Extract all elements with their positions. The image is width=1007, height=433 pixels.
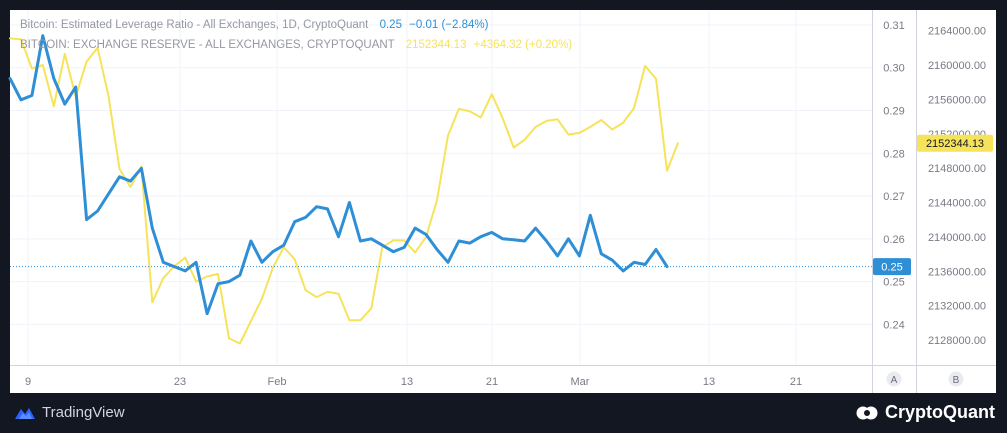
svg-text:B: B (953, 375, 960, 386)
leverage-tick-label: 0.27 (883, 191, 904, 203)
reserve-tick-label: 2148000.00 (928, 163, 986, 175)
cryptoquant-icon (856, 406, 878, 419)
time-tick-label: 21 (790, 376, 802, 388)
legend-reserve[interactable]: BITCOIN: EXCHANGE RESERVE - ALL EXCHANGE… (20, 39, 572, 51)
legend-leverage[interactable]: Bitcoin: Estimated Leverage Ratio - All … (20, 19, 488, 31)
reserve-tick-label: 2140000.00 (928, 232, 986, 244)
grid-lines (10, 10, 872, 365)
time-axis-panel[interactable] (10, 366, 872, 393)
leverage-tick-label: 0.25 (883, 277, 904, 289)
legend-reserve-change: +4364.32 (+0.20%) (473, 39, 573, 51)
time-tick-labels: 9 23 Feb 13 21 Mar 13 21 (25, 376, 802, 388)
footer-bar: TradingView CryptoQuant (0, 394, 1007, 433)
leverage-series-line (8, 34, 669, 316)
time-tick-label: 9 (25, 376, 31, 388)
time-tick-label: Feb (268, 376, 287, 388)
cryptoquant-logo[interactable]: CryptoQuant (855, 402, 995, 423)
leverage-tick-label: 0.29 (883, 106, 904, 118)
legend-leverage-title: Bitcoin: Estimated Leverage Ratio - All … (20, 19, 369, 31)
series-layer (8, 34, 679, 345)
legend-leverage-value: 0.25 (379, 19, 402, 31)
time-tick-label: Mar (571, 376, 590, 388)
reserve-axis-panel[interactable] (917, 10, 996, 365)
tradingview-brand: TradingView (42, 404, 125, 421)
leverage-last-value-label: 0.25 (873, 258, 911, 276)
reserve-tick-label: 2136000.00 (928, 266, 986, 278)
legend-reserve-value: 2152344.13 (405, 39, 467, 51)
leverage-tick-label: 0.24 (883, 319, 904, 331)
leverage-tick-label: 0.31 (883, 20, 904, 32)
tradingview-icon (15, 407, 35, 419)
reserve-tick-label: 2156000.00 (928, 94, 986, 106)
leverage-axis-panel[interactable] (873, 10, 916, 365)
reserve-tick-label: 2160000.00 (928, 60, 986, 72)
auto-scale-a-button[interactable]: A (886, 371, 902, 387)
leverage-tick-label: 0.26 (883, 234, 904, 246)
leverage-tick-label: 0.30 (883, 63, 904, 75)
reserve-series-line (9, 37, 679, 345)
svg-text:0.25: 0.25 (881, 262, 902, 274)
time-tick-label: 13 (703, 376, 715, 388)
auto-scale-b-button[interactable]: B (948, 371, 964, 387)
leverage-tick-label: 0.28 (883, 148, 904, 160)
reserve-last-value-label: 2152344.13 (917, 134, 993, 152)
reserve-tick-label: 2144000.00 (928, 198, 986, 210)
time-tick-label: 13 (401, 376, 413, 388)
plot-area[interactable] (10, 10, 872, 365)
legend-leverage-change: −0.01 (−2.84%) (409, 19, 489, 31)
svg-text:A: A (891, 375, 898, 386)
cryptoquant-brand: CryptoQuant (885, 402, 995, 422)
legend-reserve-title: BITCOIN: EXCHANGE RESERVE - ALL EXCHANGE… (20, 39, 395, 51)
reserve-tick-label: 2128000.00 (928, 335, 986, 347)
tradingview-logo[interactable]: TradingView (14, 404, 125, 421)
time-tick-label: 21 (486, 376, 498, 388)
leverage-tick-labels: 0.31 0.30 0.29 0.28 0.27 0.26 0.25 0.24 (883, 20, 904, 331)
reserve-tick-label: 2132000.00 (928, 301, 986, 313)
svg-text:2152344.13: 2152344.13 (926, 138, 984, 150)
reserve-tick-label: 2164000.00 (928, 26, 986, 38)
time-tick-label: 23 (174, 376, 186, 388)
